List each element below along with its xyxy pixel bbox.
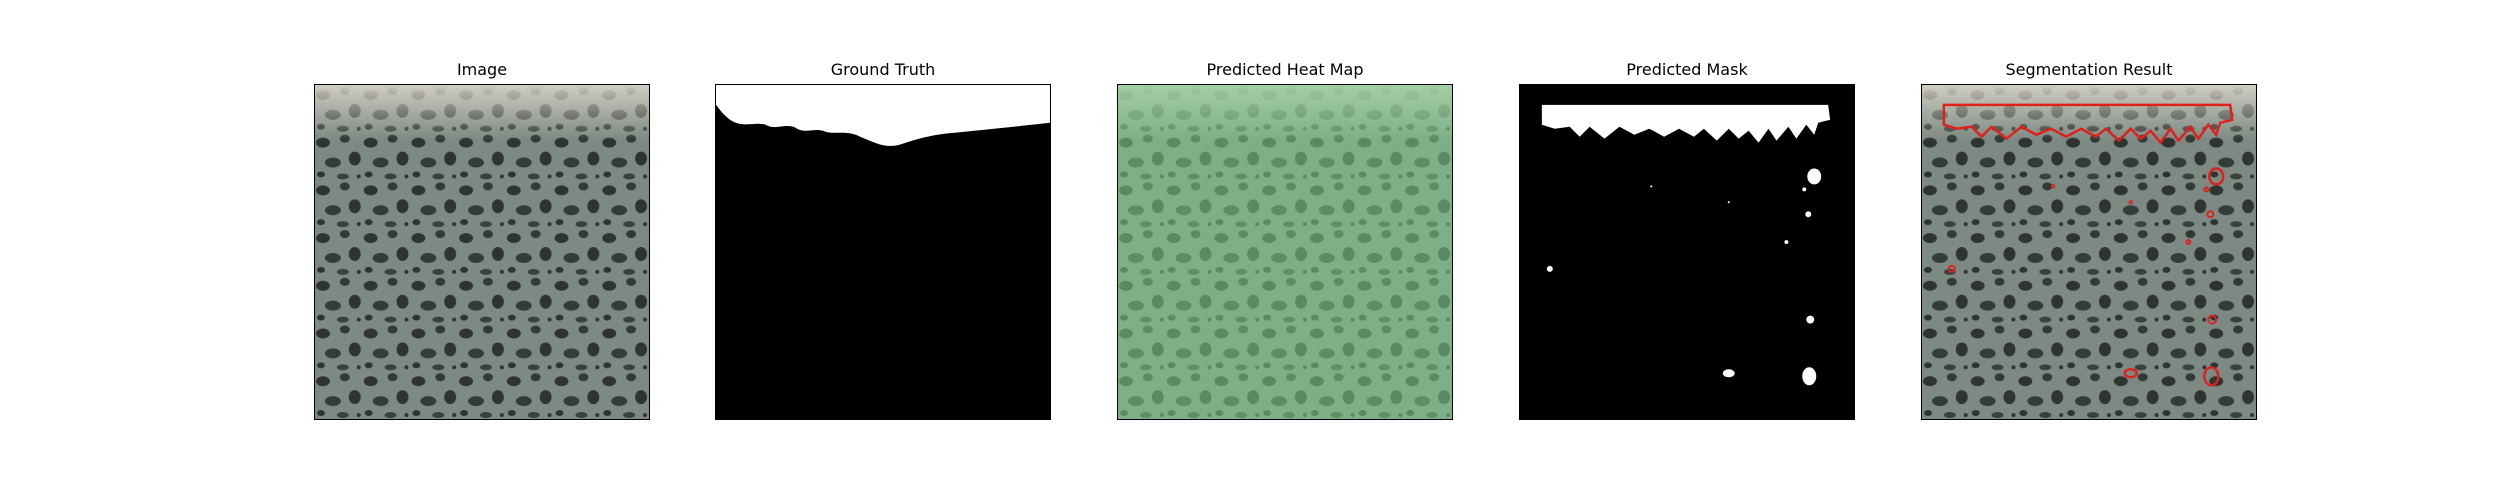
- original-image-render: [315, 85, 649, 419]
- original-image: [314, 84, 650, 420]
- segmentation-result-panel: Segmentation Result: [1921, 62, 2257, 424]
- predicted-mask-panel: Predicted Mask: [1519, 62, 1855, 424]
- predicted-mask-render: [1520, 85, 1854, 419]
- segmentation-result-render: [1922, 85, 2256, 419]
- panel-title-ground-truth: Ground Truth: [830, 60, 936, 79]
- ground-truth-panel: Ground Truth: [715, 62, 1051, 424]
- image-panel: Image: [314, 62, 650, 424]
- panel-title-image: Image: [456, 60, 508, 79]
- segmentation-result: [1921, 84, 2257, 420]
- panel-title-segmentation-result: Segmentation Result: [2005, 60, 2173, 79]
- ground-truth-render: [716, 85, 1050, 419]
- panel-title-heat-map: Predicted Heat Map: [1206, 60, 1364, 79]
- heat-map-render: [1118, 85, 1452, 419]
- predicted-heat-map: [1117, 84, 1453, 420]
- predicted-mask: [1519, 84, 1855, 420]
- heat-map-panel: Predicted Heat Map: [1117, 62, 1453, 424]
- panel-title-predicted-mask: Predicted Mask: [1626, 60, 1748, 79]
- ground-truth-mask: [715, 84, 1051, 420]
